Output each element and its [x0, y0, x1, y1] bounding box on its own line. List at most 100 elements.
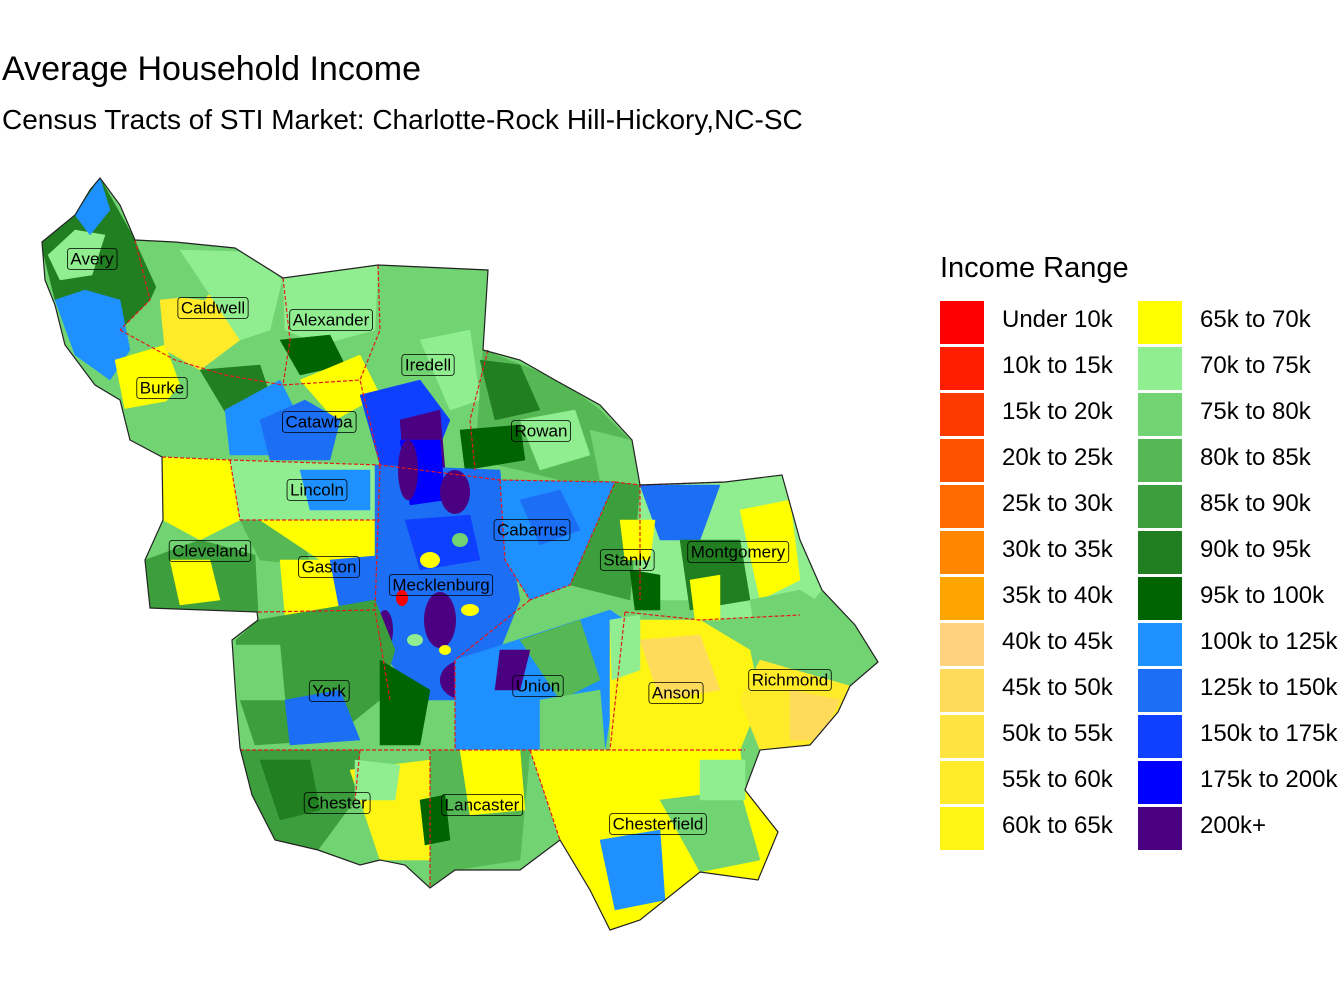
legend-label: 20k to 25k — [1002, 444, 1113, 471]
county-label-box — [748, 669, 832, 691]
map-title: Average Household Income — [2, 50, 421, 88]
tract-area — [452, 533, 468, 547]
county-label-box — [136, 377, 188, 399]
tract-area — [119, 399, 226, 461]
map-subtitle: Census Tracts of STI Market: Charlotte-R… — [2, 104, 803, 135]
county-label-stanly: Stanly — [603, 551, 651, 570]
legend-label: 60k to 65k — [1002, 812, 1113, 839]
legend-label: Under 10k — [1002, 306, 1113, 333]
county-boundary — [282, 277, 291, 386]
county-boundary — [229, 459, 241, 521]
legend-swatch — [940, 347, 984, 390]
tract-area — [54, 289, 131, 381]
tract-area — [461, 604, 479, 616]
tract-area — [169, 559, 221, 606]
tract-area — [459, 424, 526, 471]
legend-label: 45k to 50k — [1002, 674, 1113, 701]
tract-area — [494, 649, 531, 691]
legend-label: 150k to 175k — [1200, 720, 1338, 747]
county-label-alexander: Alexander — [293, 311, 370, 330]
legend-label: 75k to 80k — [1200, 398, 1311, 425]
county-label-anson: Anson — [652, 684, 700, 703]
county-label-box — [609, 813, 707, 835]
county-label-avery: Avery — [70, 250, 114, 269]
legend-swatch — [940, 577, 984, 620]
tract-area — [424, 592, 456, 648]
tract-area — [284, 689, 361, 746]
tract-area — [609, 614, 641, 681]
county-boundary — [354, 749, 361, 801]
county-label-gaston: Gaston — [302, 558, 357, 577]
county-label-box — [648, 682, 704, 704]
legend-swatch — [1138, 577, 1182, 620]
tract-area — [629, 569, 661, 611]
county-label-union: Union — [516, 677, 560, 696]
county-boundary — [257, 609, 391, 701]
legend-label: 35k to 40k — [1002, 582, 1113, 609]
county-label-box — [282, 411, 357, 433]
legend-swatch — [1138, 669, 1182, 712]
tract-area — [398, 440, 418, 500]
county-label-chesterfield: Chesterfield — [613, 815, 704, 834]
county-boundary — [454, 599, 531, 750]
tract-area — [379, 659, 431, 746]
county-label-chester: Chester — [307, 794, 367, 813]
legend-swatch — [1138, 393, 1182, 436]
legend-label: 15k to 20k — [1002, 398, 1113, 425]
legend-swatch — [1138, 347, 1182, 390]
legend-label: 125k to 150k — [1200, 674, 1338, 701]
tract-area — [419, 794, 451, 846]
county-boundary — [119, 329, 284, 386]
county-label-box — [286, 479, 348, 501]
legend-swatch — [1138, 715, 1182, 758]
county-boundary — [359, 264, 381, 381]
tract-area — [407, 634, 423, 646]
legend-swatch — [940, 301, 984, 344]
tract-area — [282, 264, 379, 346]
legend-title: Income Range — [940, 252, 1129, 284]
legend-label: 55k to 60k — [1002, 766, 1113, 793]
county-label-iredell: Iredell — [405, 356, 451, 375]
income-choropleth-map: Avery Caldwell Alexander Iredell Burke Catawb… — [41, 177, 879, 931]
county-label-cabarrus: Cabarrus — [497, 521, 567, 540]
legend-label: 50k to 55k — [1002, 720, 1113, 747]
legend-swatch — [940, 715, 984, 758]
legend-swatch — [1138, 301, 1182, 344]
legend-swatch — [1138, 531, 1182, 574]
county-label-box — [493, 519, 571, 541]
tract-area — [396, 590, 408, 606]
legend-label: 80k to 85k — [1200, 444, 1311, 471]
tract-area — [420, 552, 440, 568]
legend-label: 95k to 100k — [1200, 582, 1325, 609]
county-boundary — [374, 464, 381, 611]
tract-area — [519, 409, 591, 471]
tract-area — [479, 359, 541, 421]
tract-area — [235, 644, 286, 701]
tract-area — [619, 519, 656, 561]
legend-swatch — [1138, 623, 1182, 666]
legend-label: 200k+ — [1200, 812, 1267, 839]
county-label-lincoln: Lincoln — [290, 481, 344, 500]
tract-area — [519, 489, 581, 546]
legend-swatch — [940, 531, 984, 574]
county-label-richmond: Richmond — [752, 671, 829, 690]
legend-label: 65k to 70k — [1200, 306, 1311, 333]
county-boundary — [529, 749, 561, 841]
tract-area — [739, 499, 801, 601]
legend-swatch — [940, 393, 984, 436]
county-boundary — [469, 349, 489, 471]
legend-swatch — [940, 761, 984, 804]
county-label-box — [298, 556, 360, 578]
county-label-montgomery: Montgomery — [691, 543, 786, 562]
county-label-catawba: Catawba — [285, 413, 353, 432]
county-label-rowan: Rowan — [515, 422, 568, 441]
county-label-mecklenburg: Mecklenburg — [392, 576, 489, 595]
county-label-box — [512, 675, 564, 697]
legend-label: 175k to 200k — [1200, 766, 1338, 793]
tract-area — [689, 574, 721, 621]
county-label-box — [441, 794, 524, 816]
tract-area — [519, 619, 601, 701]
county-boundary — [282, 379, 381, 466]
tract-area — [259, 759, 321, 821]
county-boundary — [119, 239, 151, 331]
